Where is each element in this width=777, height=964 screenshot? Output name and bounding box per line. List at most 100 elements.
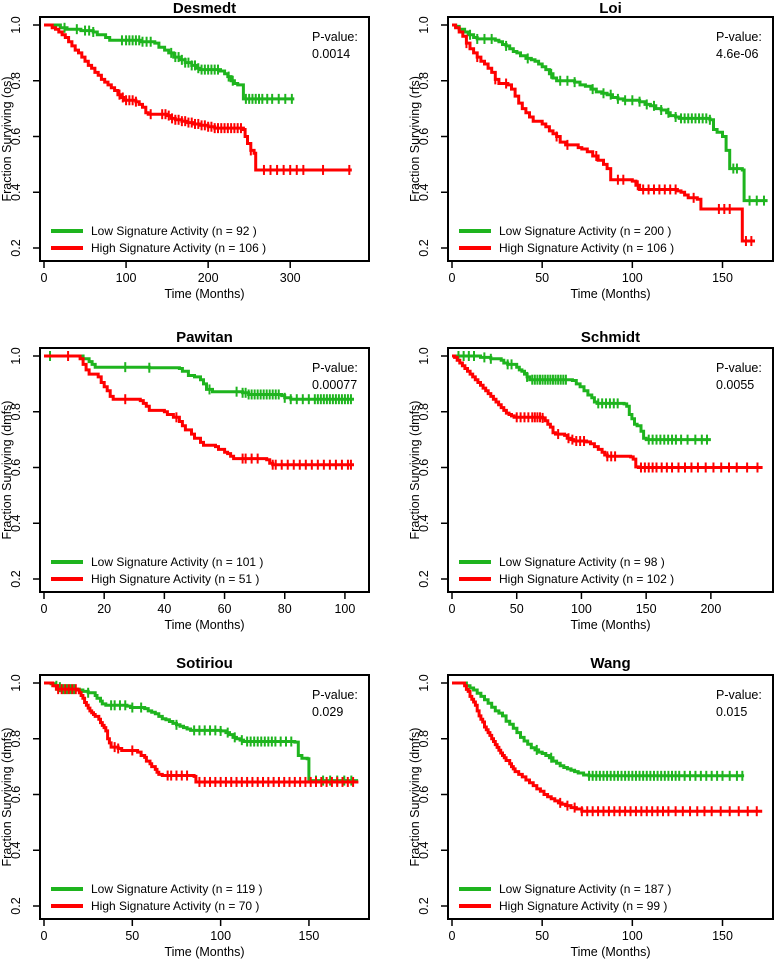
y-tick-label: 0.4 bbox=[9, 515, 23, 532]
survival-curve-high bbox=[452, 23, 755, 243]
y-tick-label: 0.2 bbox=[9, 897, 23, 914]
x-tick-label: 0 bbox=[449, 271, 456, 285]
x-axis-title: Time (Months) bbox=[164, 287, 244, 301]
survival-curve-low bbox=[452, 354, 711, 442]
panel-pawitan: 0 20 40 60 80 100 Time (Months) 0.2 0.4 0.6 0.8 1.0… bbox=[0, 321, 389, 642]
x-tick-label: 100 bbox=[622, 271, 643, 285]
pvalue-label: P-value: bbox=[716, 361, 762, 375]
y-tick-label: 1.0 bbox=[9, 16, 23, 33]
y-tick-label: 0.2 bbox=[9, 570, 23, 587]
km-plot-pawitan: 0 20 40 60 80 100 Time (Months) 0.2 0.4 0.6 0.8 1.0… bbox=[0, 329, 370, 632]
y-tick-label: 1.0 bbox=[9, 347, 23, 364]
pvalue-value: 0.015 bbox=[716, 705, 747, 719]
x-tick-label: 150 bbox=[299, 929, 320, 943]
x-tick-label: 150 bbox=[712, 271, 733, 285]
x-axis-title: Time (Months) bbox=[570, 287, 650, 301]
y-tick-label: 1.0 bbox=[417, 347, 431, 364]
km-plot-loi: 0 50 100 150 Time (Months) 0.2 0.4 0.6 0.8 1.0 Fra… bbox=[408, 0, 774, 301]
panel-title: Desmedt bbox=[173, 0, 236, 17]
x-tick-label: 100 bbox=[571, 602, 592, 616]
y-tick-label: 0.2 bbox=[417, 239, 431, 256]
y-axis-title: Fraction Surviving (dmfs) bbox=[0, 401, 14, 540]
legend-label-high: High Signature Activity (n = 70 ) bbox=[91, 899, 259, 913]
pvalue-label: P-value: bbox=[716, 30, 762, 44]
panel-title: Loi bbox=[599, 0, 622, 17]
y-tick-label: 0.6 bbox=[417, 786, 431, 803]
y-tick-label: 0.4 bbox=[417, 842, 431, 859]
x-tick-label: 0 bbox=[41, 929, 48, 943]
y-tick-label: 0.8 bbox=[9, 730, 23, 747]
y-tick-label: 0.2 bbox=[417, 897, 431, 914]
panel-loi: 0 50 100 150 Time (Months) 0.2 0.4 0.6 0.8 1.0 Fra… bbox=[389, 0, 777, 321]
survival-curve-high bbox=[44, 681, 359, 784]
panel-sotiriou: 0 50 100 150 Time (Months) 0.2 0.4 0.6 0.8 1.0 Fra… bbox=[0, 642, 389, 964]
x-tick-label: 150 bbox=[712, 929, 733, 943]
y-tick-label: 0.2 bbox=[9, 239, 23, 256]
y-axis-title: Fraction Surviving (dmfs) bbox=[408, 401, 422, 540]
legend-label-low: Low Signature Activity (n = 119 ) bbox=[91, 882, 263, 896]
y-tick-label: 0.6 bbox=[9, 128, 23, 145]
pvalue-value: 0.029 bbox=[312, 705, 343, 719]
y-tick-label: 0.8 bbox=[9, 403, 23, 420]
plot-frame bbox=[447, 347, 774, 593]
panel-title: Sotiriou bbox=[176, 655, 233, 672]
x-tick-label: 100 bbox=[334, 602, 355, 616]
y-tick-label: 0.4 bbox=[417, 184, 431, 201]
y-tick-label: 0.4 bbox=[9, 184, 23, 201]
x-tick-label: 50 bbox=[535, 929, 549, 943]
survival-curve-low bbox=[452, 681, 745, 778]
y-tick-label: 0.6 bbox=[417, 459, 431, 476]
y-axis-title: Fraction Surviving (dmfs) bbox=[408, 728, 422, 867]
y-tick-label: 0.8 bbox=[417, 730, 431, 747]
y-tick-label: 1.0 bbox=[9, 674, 23, 691]
y-tick-label: 0.8 bbox=[417, 72, 431, 89]
x-tick-label: 200 bbox=[700, 602, 721, 616]
pvalue-label: P-value: bbox=[312, 688, 358, 702]
x-tick-label: 100 bbox=[116, 271, 137, 285]
pvalue-value: 4.6e-06 bbox=[716, 47, 758, 61]
x-tick-label: 200 bbox=[198, 271, 219, 285]
km-plot-wang: 0 50 100 150 Time (Months) 0.2 0.4 0.6 0.8 1.0 Fra… bbox=[408, 655, 774, 959]
x-tick-label: 150 bbox=[636, 602, 657, 616]
x-tick-label: 40 bbox=[157, 602, 171, 616]
y-tick-label: 0.6 bbox=[9, 459, 23, 476]
x-tick-label: 0 bbox=[41, 271, 48, 285]
survival-curve-low bbox=[44, 23, 295, 101]
y-tick-label: 0.6 bbox=[9, 786, 23, 803]
x-tick-label: 80 bbox=[278, 602, 292, 616]
legend-label-high: High Signature Activity (n = 99 ) bbox=[499, 899, 667, 913]
pvalue-label: P-value: bbox=[312, 361, 358, 375]
km-plot-schmidt: 0 50 100 150 200 Time (Months) 0.2 0.4 0.6 0.8 1.0… bbox=[408, 329, 774, 632]
legend-label-low: Low Signature Activity (n = 92 ) bbox=[91, 224, 257, 238]
x-tick-label: 60 bbox=[218, 602, 232, 616]
legend-label-high: High Signature Activity (n = 102 ) bbox=[499, 572, 674, 586]
plot-frame bbox=[447, 674, 774, 920]
x-tick-label: 0 bbox=[449, 929, 456, 943]
survival-curve-high bbox=[452, 354, 763, 469]
legend-label-low: Low Signature Activity (n = 98 ) bbox=[499, 555, 665, 569]
km-plot-desmedt: 0 100 200 300 Time (Months) 0.2 0.4 0.6 0.8 1.0 Fr… bbox=[0, 0, 370, 301]
y-tick-label: 0.2 bbox=[417, 570, 431, 587]
x-axis-title: Time (Months) bbox=[164, 945, 244, 959]
panel-title: Schmidt bbox=[581, 329, 640, 346]
survival-curve-low bbox=[44, 354, 354, 401]
pvalue-value: 0.0055 bbox=[716, 378, 754, 392]
survival-curve-high bbox=[44, 354, 354, 467]
y-tick-label: 0.8 bbox=[417, 403, 431, 420]
x-tick-label: 0 bbox=[449, 602, 456, 616]
x-axis-title: Time (Months) bbox=[570, 618, 650, 632]
panel-desmedt: 0 100 200 300 Time (Months) 0.2 0.4 0.6 0.8 1.0 Fr… bbox=[0, 0, 389, 321]
plot-frame bbox=[447, 16, 774, 262]
plot-frame bbox=[39, 674, 370, 920]
x-axis-title: Time (Months) bbox=[164, 618, 244, 632]
survival-curve-high bbox=[452, 681, 763, 813]
y-tick-label: 0.6 bbox=[417, 128, 431, 145]
pvalue-label: P-value: bbox=[312, 30, 358, 44]
panel-schmidt: 0 50 100 150 200 Time (Months) 0.2 0.4 0.6 0.8 1.0… bbox=[389, 321, 777, 642]
y-axis-title: Fraction Surviving (os) bbox=[0, 76, 14, 201]
panel-title: Pawitan bbox=[176, 329, 233, 346]
y-axis-title: Fraction Surviving (dmfs) bbox=[0, 728, 14, 867]
plot-frame bbox=[39, 347, 370, 593]
survival-curve-high bbox=[44, 23, 352, 172]
